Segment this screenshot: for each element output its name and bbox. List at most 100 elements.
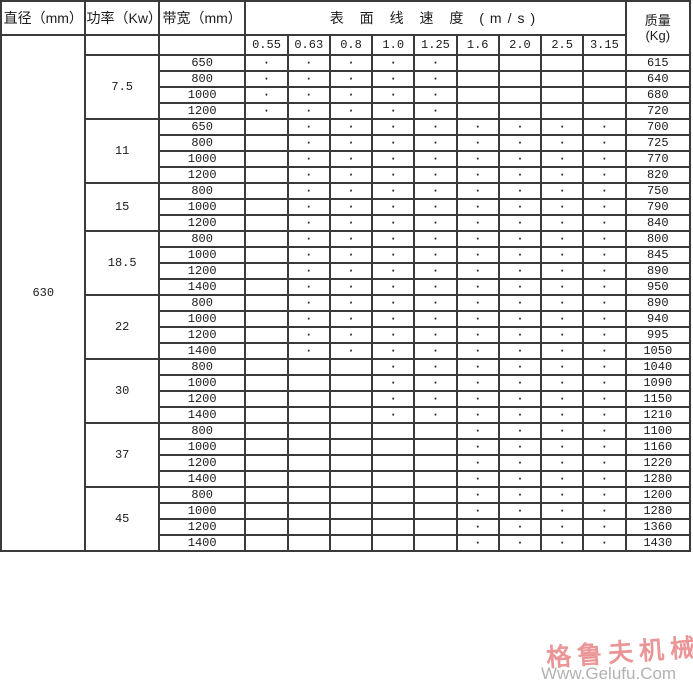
availability-dot-cell: · [455, 310, 500, 328]
availability-dot-cell: · [540, 166, 585, 184]
availability-dot-cell: · [582, 374, 627, 392]
watermark-chinese-text: 格鲁夫机械 [545, 633, 693, 673]
mass-cell: 845 [624, 246, 692, 264]
availability-dot-cell: · [497, 502, 543, 520]
mass-cell: 1100 [624, 422, 692, 440]
availability-dot-cell: · [540, 358, 585, 376]
availability-dot-cell: · [540, 294, 585, 312]
bandwidth-cell: 1000 [157, 310, 247, 328]
availability-dot-cell: · [497, 342, 543, 360]
availability-dot-cell: · [540, 454, 585, 472]
empty-cell [328, 454, 374, 472]
availability-dot-cell: · [497, 230, 543, 248]
mass-cell: 725 [624, 134, 692, 152]
bandwidth-cell: 1200 [157, 102, 247, 120]
availability-dot-cell: · [497, 246, 543, 264]
header-mass-line1: 质量 [644, 13, 671, 28]
data-row-30-800: 30 800 · · · · · · 1040 [1, 358, 692, 424]
empty-cell [244, 230, 289, 248]
availability-dot-cell: · [413, 278, 458, 296]
empty-cell [244, 182, 289, 200]
mass-cell: 890 [624, 294, 692, 312]
empty-cell [540, 54, 585, 72]
availability-dot-cell: · [497, 438, 543, 456]
availability-dot-cell: · [455, 486, 500, 504]
empty-cell [328, 486, 374, 504]
availability-dot-cell: · [371, 406, 416, 424]
empty-cell [328, 390, 374, 408]
availability-dot-cell: · [371, 310, 416, 328]
speed-tick-2.5: 2.5 [540, 34, 585, 56]
power-spacer-cell [84, 34, 160, 56]
bandwidth-cell: 1000 [157, 150, 247, 168]
speed-tick-3.15: 3.15 [582, 34, 627, 56]
empty-cell [286, 358, 331, 376]
empty-cell [582, 54, 627, 72]
availability-dot-cell: · [497, 374, 543, 392]
speed-tick-2.0: 2.0 [497, 34, 543, 56]
bandwidth-cell: 800 [157, 294, 247, 312]
availability-dot-cell: · [582, 406, 627, 424]
header-mass: 质量 (Kg) [624, 0, 692, 56]
availability-dot-cell: · [540, 470, 585, 488]
empty-cell [244, 150, 289, 168]
empty-cell [413, 422, 458, 440]
availability-dot-cell: · [540, 422, 585, 440]
availability-dot-cell: · [371, 326, 416, 344]
availability-dot-cell: · [413, 182, 458, 200]
bandwidth-cell: 1400 [157, 534, 247, 552]
availability-dot-cell: · [286, 70, 331, 88]
data-row-37-1400: 1400 · · · · 1280 [1, 470, 692, 488]
bandwidth-cell: 800 [157, 358, 247, 376]
watermark-url-text: Www.Gelufu.Com [541, 664, 677, 683]
availability-dot-cell: · [540, 150, 585, 168]
availability-dot-cell: · [540, 246, 585, 264]
availability-dot-cell: · [582, 470, 627, 488]
power-cell-30: 30 [84, 358, 160, 424]
availability-dot-cell: · [540, 486, 585, 504]
availability-dot-cell: · [328, 102, 374, 120]
data-row-37-1200: 1200 · · · · 1220 [1, 454, 692, 472]
empty-cell [413, 438, 458, 456]
availability-dot-cell: · [286, 134, 331, 152]
speed-tick-1.6: 1.6 [455, 34, 500, 56]
availability-dot-cell: · [497, 118, 543, 136]
data-row-11-800: 800 · · · · · · · · 725 [1, 134, 692, 152]
header-bandwidth: 带宽（mm） [157, 0, 247, 36]
data-row-7.5-650: 7.5 650 · · · · · 615 [1, 54, 692, 120]
availability-dot-cell: · [582, 534, 627, 552]
data-row-37-1000: 1000 · · · · 1160 [1, 438, 692, 456]
availability-dot-cell: · [371, 150, 416, 168]
availability-dot-cell: · [371, 374, 416, 392]
availability-dot-cell: · [455, 182, 500, 200]
availability-dot-cell: · [328, 230, 374, 248]
speed-tick-1.0: 1.0 [371, 34, 416, 56]
data-row-30-1000: 1000 · · · · · · 1090 [1, 374, 692, 392]
availability-dot-cell: · [497, 150, 543, 168]
spec-table: 直径（mm） 功率（Kw） 带宽（mm） 表 面 线 速 度 (m/s) 质量 … [0, 0, 692, 552]
bandwidth-cell: 1200 [157, 326, 247, 344]
availability-dot-cell: · [455, 198, 500, 216]
data-row-45-800: 45 800 · · · · 1200 [1, 486, 692, 552]
availability-dot-cell: · [413, 198, 458, 216]
empty-cell [371, 422, 416, 440]
empty-cell [286, 422, 331, 440]
empty-cell [286, 534, 331, 552]
bandwidth-cell: 1200 [157, 390, 247, 408]
data-row-15-1000: 1000 · · · · · · · · 790 [1, 198, 692, 216]
availability-dot-cell: · [455, 150, 500, 168]
empty-cell [371, 454, 416, 472]
availability-dot-cell: · [497, 406, 543, 424]
availability-dot-cell: · [582, 310, 627, 328]
data-row-18.5-1400: 1400 · · · · · · · · 950 [1, 278, 692, 296]
empty-cell [286, 390, 331, 408]
availability-dot-cell: · [244, 102, 289, 120]
availability-dot-cell: · [455, 502, 500, 520]
mass-cell: 940 [624, 310, 692, 328]
availability-dot-cell: · [328, 54, 374, 72]
availability-dot-cell: · [455, 422, 500, 440]
empty-cell [413, 470, 458, 488]
availability-dot-cell: · [497, 166, 543, 184]
bandwidth-cell: 1400 [157, 278, 247, 296]
availability-dot-cell: · [328, 166, 374, 184]
